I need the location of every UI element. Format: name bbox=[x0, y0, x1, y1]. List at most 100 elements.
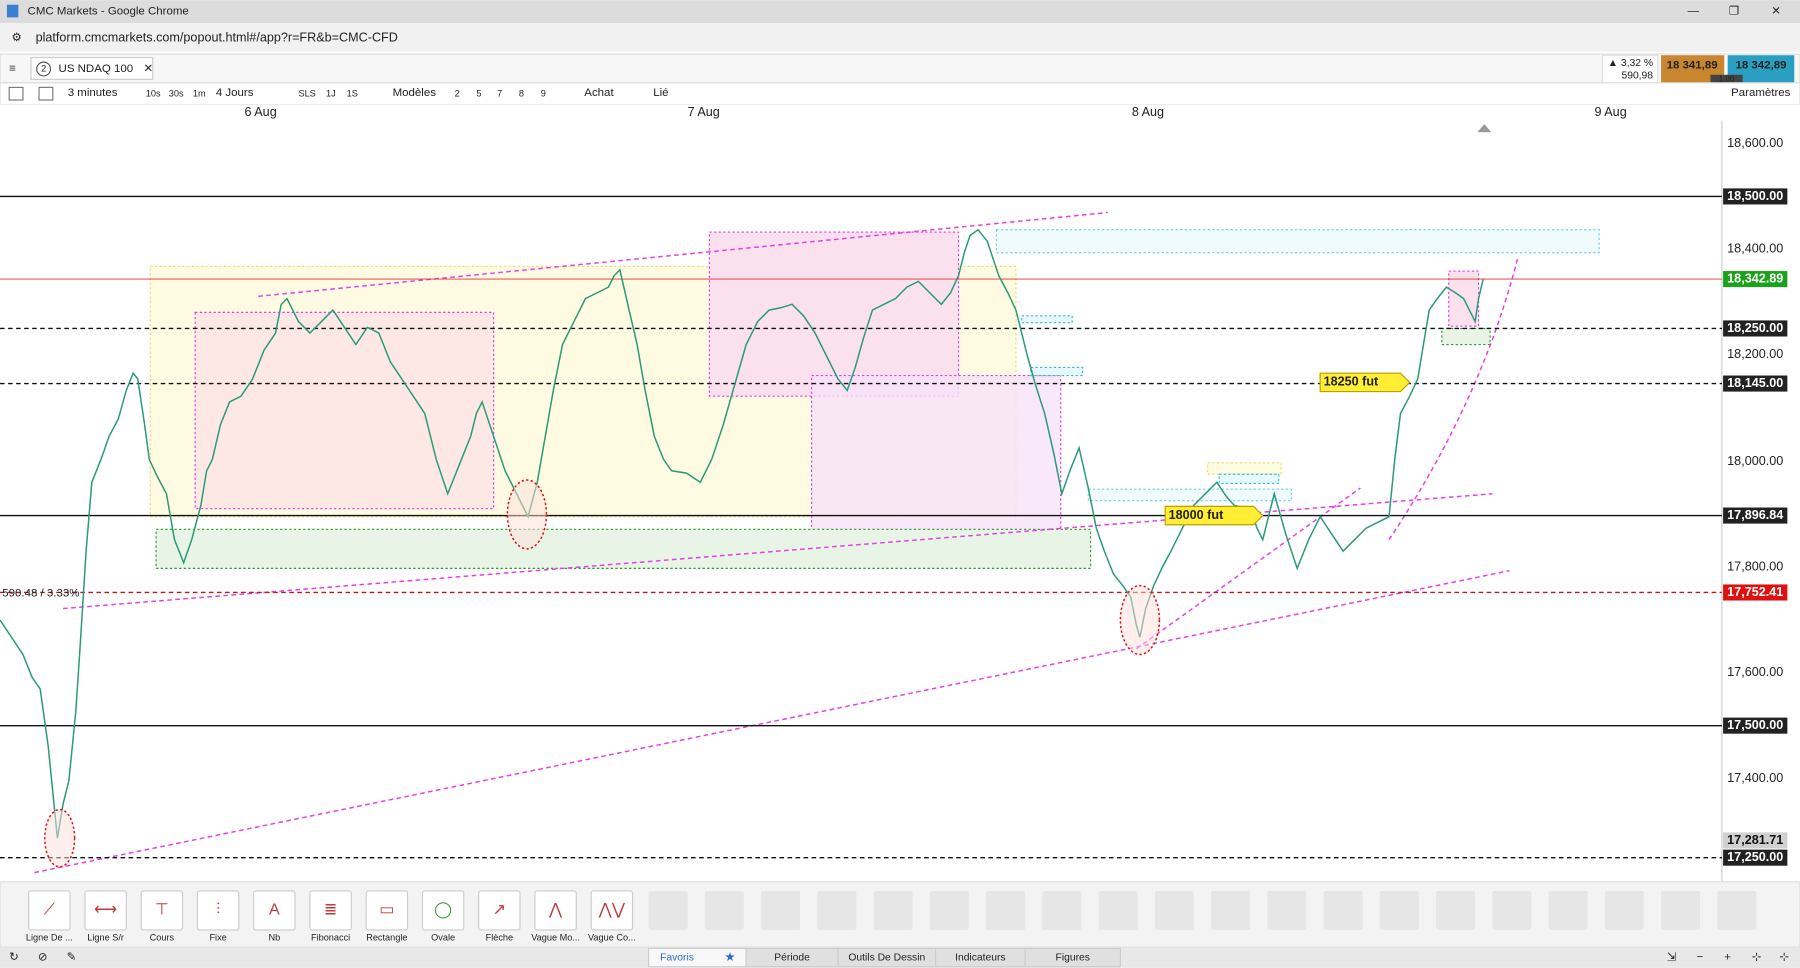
empty-slot[interactable] bbox=[1098, 890, 1138, 930]
empty-slot[interactable] bbox=[1661, 890, 1701, 930]
trendline bbox=[1388, 258, 1519, 541]
price-badge-label: 18,500.00 bbox=[1727, 189, 1783, 203]
price-badge-label: 17,500.00 bbox=[1727, 718, 1783, 732]
period[interactable]: SLS bbox=[298, 89, 315, 99]
tab[interactable] bbox=[1024, 947, 1121, 968]
window-maximize[interactable]: ❐ bbox=[1729, 6, 1739, 18]
empty-slot[interactable] bbox=[1154, 890, 1194, 930]
price-badge bbox=[1723, 584, 1788, 601]
quick-interval[interactable]: 30s bbox=[169, 89, 184, 99]
date-label: 9 Aug bbox=[1594, 105, 1626, 119]
zoom-out[interactable]: − bbox=[1697, 952, 1704, 964]
pen[interactable]: ✎ bbox=[67, 952, 77, 964]
quick-interval[interactable]: 1m bbox=[193, 89, 206, 99]
tab-label: Favoris bbox=[660, 952, 694, 963]
empty-slot[interactable] bbox=[704, 890, 744, 930]
clear[interactable]: ⊘ bbox=[38, 952, 48, 964]
window-minimize[interactable]: — bbox=[1688, 6, 1700, 18]
empty-slot[interactable] bbox=[1042, 890, 1082, 930]
empty-slot[interactable] bbox=[1211, 890, 1251, 930]
price-badge bbox=[1723, 375, 1788, 392]
price-label: 17,600.00 bbox=[1727, 665, 1783, 679]
tab-label: Période bbox=[774, 952, 810, 963]
zoom-control[interactable]: ⇲ bbox=[1667, 952, 1677, 964]
zone bbox=[1021, 315, 1073, 324]
tool-label: Rectangle bbox=[366, 932, 407, 942]
quick-interval[interactable]: 10s bbox=[146, 89, 161, 99]
grid-icon[interactable] bbox=[38, 86, 54, 101]
empty-slot[interactable] bbox=[1717, 890, 1757, 930]
empty-slot[interactable] bbox=[986, 890, 1026, 930]
scroll-marker[interactable] bbox=[1477, 124, 1492, 133]
tool-icon: A bbox=[269, 901, 280, 919]
tool-label: Ovale bbox=[431, 932, 455, 942]
size-box bbox=[1710, 74, 1743, 84]
tool-button[interactable] bbox=[28, 890, 71, 931]
empty-slot[interactable] bbox=[1604, 890, 1644, 930]
annotation-flag bbox=[1164, 505, 1264, 526]
menu[interactable]: ≡ bbox=[9, 63, 16, 75]
tool-button[interactable] bbox=[253, 890, 296, 931]
empty-slot[interactable] bbox=[929, 890, 969, 930]
tool-label: Cours bbox=[150, 932, 175, 942]
change-line-label: 590.48 / 3.33% bbox=[2, 588, 79, 600]
zone bbox=[995, 229, 1600, 254]
tool-label: Fibonacci bbox=[311, 932, 350, 942]
period[interactable]: 1J bbox=[326, 89, 336, 99]
tool-button[interactable] bbox=[590, 890, 634, 931]
layout[interactable]: 5 bbox=[476, 89, 481, 99]
empty-slot[interactable] bbox=[1267, 890, 1307, 930]
empty-slot[interactable] bbox=[1436, 890, 1476, 930]
empty-slot[interactable] bbox=[761, 890, 801, 930]
settings[interactable]: Paramètres bbox=[1731, 87, 1791, 99]
app-icon bbox=[6, 4, 19, 18]
tool-icon: ▭ bbox=[379, 901, 394, 919]
tool-button[interactable] bbox=[365, 890, 409, 931]
site-info[interactable]: ⚙ bbox=[11, 32, 21, 44]
tool-button[interactable] bbox=[140, 890, 184, 931]
interval[interactable]: 3 minutes bbox=[68, 87, 118, 99]
empty-slot[interactable] bbox=[648, 890, 688, 930]
instrument-tab[interactable] bbox=[30, 56, 154, 80]
chart: 18250 fut 18000 fut 590.48 / 3.33% bbox=[0, 104, 1800, 882]
empty-slot[interactable] bbox=[1323, 890, 1363, 930]
zone bbox=[1218, 473, 1280, 485]
buy-ticket[interactable]: Achat bbox=[584, 87, 614, 99]
empty-slot[interactable] bbox=[817, 890, 857, 930]
price-badge bbox=[1723, 717, 1788, 734]
link[interactable]: Lié bbox=[653, 87, 668, 99]
tool-button[interactable] bbox=[421, 890, 465, 931]
tool-label: Flèche bbox=[486, 932, 514, 942]
window-close[interactable]: ✕ bbox=[1771, 6, 1781, 18]
empty-slot[interactable] bbox=[1492, 890, 1532, 930]
layout[interactable]: 2 bbox=[455, 89, 460, 99]
layout[interactable]: 9 bbox=[541, 89, 546, 99]
date-label: 8 Aug bbox=[1132, 105, 1164, 119]
tool-button[interactable] bbox=[309, 890, 352, 931]
price-badge bbox=[1723, 849, 1788, 866]
tool-icon: ↗ bbox=[493, 901, 506, 919]
empty-slot[interactable] bbox=[1548, 890, 1588, 930]
tool-button[interactable] bbox=[84, 890, 127, 931]
empty-slot[interactable] bbox=[873, 890, 913, 930]
layout[interactable]: 8 bbox=[519, 89, 524, 99]
range[interactable]: 4 Jours bbox=[216, 87, 254, 99]
favorite-star: ★ bbox=[724, 950, 735, 964]
cursor[interactable]: ⊹ bbox=[1779, 952, 1789, 964]
tool-icon: ⋀⋁ bbox=[598, 901, 626, 919]
period[interactable]: 1S bbox=[347, 89, 358, 99]
templates[interactable]: Modèles bbox=[393, 87, 437, 99]
tab-close[interactable]: ✕ bbox=[143, 63, 153, 75]
tool-button[interactable] bbox=[196, 890, 240, 931]
empty-slot[interactable] bbox=[1379, 890, 1419, 930]
tool-button[interactable] bbox=[534, 890, 577, 931]
zoom-in[interactable]: + bbox=[1724, 952, 1731, 964]
list-icon[interactable] bbox=[8, 86, 24, 101]
crosshair[interactable]: ⊹ bbox=[1752, 952, 1762, 964]
refresh[interactable]: ↻ bbox=[9, 952, 19, 964]
url: platform.cmcmarkets.com/popout.html#/app… bbox=[36, 30, 398, 44]
layout[interactable]: 7 bbox=[497, 89, 502, 99]
tool-button[interactable] bbox=[478, 890, 521, 931]
price-badge bbox=[1723, 832, 1788, 849]
zone bbox=[1207, 462, 1282, 475]
